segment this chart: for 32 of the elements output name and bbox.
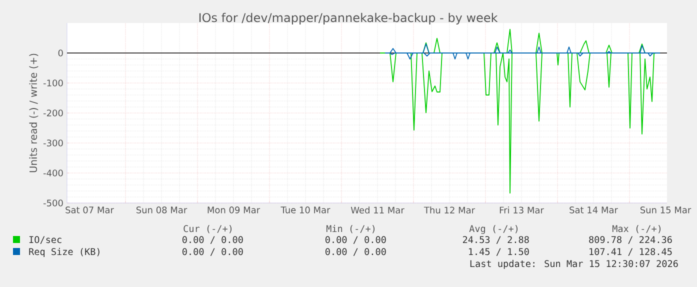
- y-axis-title: Units read (-) / write (+): [29, 54, 38, 172]
- text: Min (-/+): [326, 224, 375, 234]
- legend-label: IO/sec: [29, 236, 62, 244]
- text: 0.00 / 0.00: [182, 248, 243, 256]
- y-tick-label: -300: [43, 140, 63, 146]
- x-tick-label: Thu 12 Mar: [424, 206, 476, 214]
- text: Cur (-/+): [184, 224, 232, 234]
- legend-label: Req Size (KB): [29, 248, 100, 257]
- text: Avg (-/+): [469, 224, 518, 234]
- x-tick-label: Sat 07 Mar: [66, 206, 114, 214]
- text: 1.45 / 1.50: [468, 248, 529, 256]
- text: Max (-/+): [612, 224, 661, 234]
- text: Last update: Sun Mar 15 12:30:07 2026: [470, 260, 678, 269]
- text: 0.00 / 0.00: [325, 248, 386, 256]
- x-tick-label: Sun 15 Mar: [640, 206, 692, 214]
- y-tick-label: 0: [58, 50, 63, 56]
- y-tick-label: -200: [43, 110, 63, 116]
- x-tick-label: Mon 09 Mar: [208, 206, 260, 214]
- x-tick-label: Wed 11 Mar: [350, 206, 404, 214]
- y-tick-label: -100: [43, 80, 63, 86]
- text: 0.00 / 0.00: [182, 236, 243, 244]
- y-tick-label: -500: [43, 200, 63, 206]
- text: 107.41 / 128.45: [590, 248, 672, 256]
- x-tick-label: Tue 10 Mar: [280, 206, 330, 214]
- x-tick-label: Sun 08 Mar: [136, 206, 188, 214]
- x-tick-label: Fri 13 Mar: [500, 206, 544, 214]
- x-tick-label: Sat 14 Mar: [570, 206, 618, 214]
- text: 0.00 / 0.00: [325, 236, 386, 244]
- y-tick-label: -400: [43, 170, 63, 176]
- text: 809.78 / 224.36: [589, 236, 672, 244]
- chart-title: IOs for /dev/mapper/pannekake-backup - by week: [199, 12, 498, 24]
- text: 24.53 / 2.88: [462, 236, 529, 244]
